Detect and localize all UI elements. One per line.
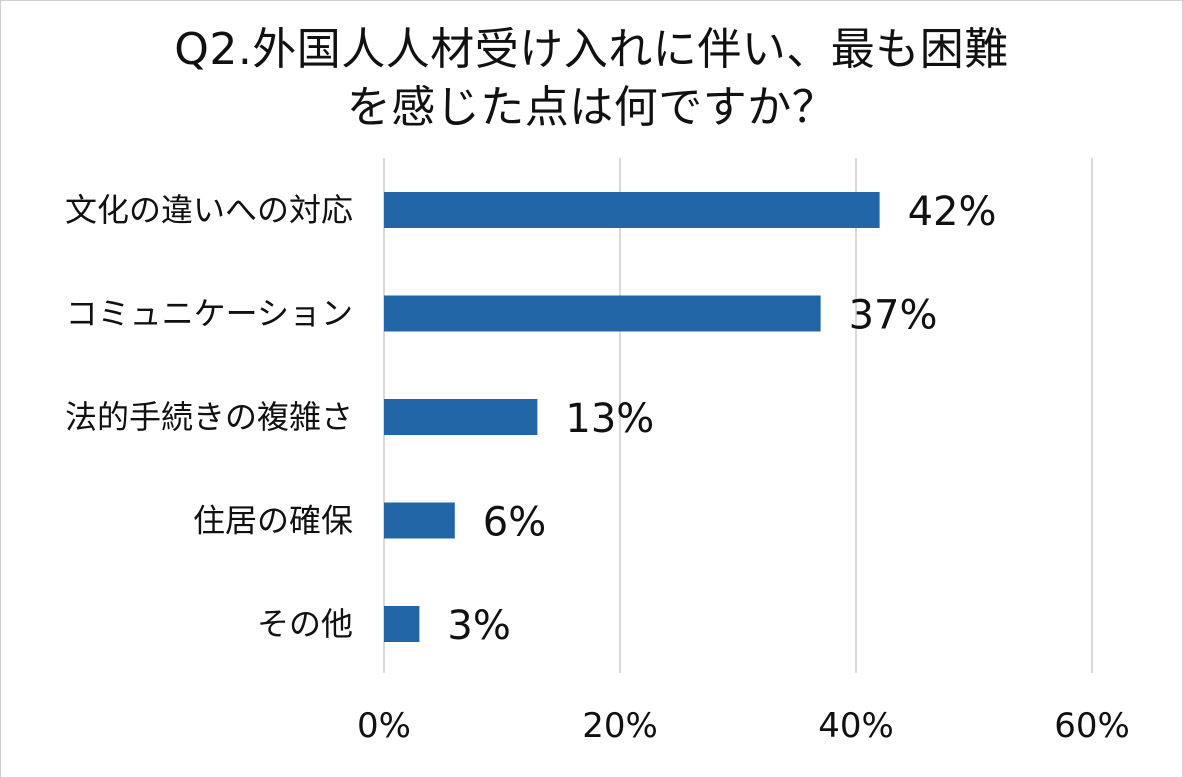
category-label-4: その他 bbox=[257, 605, 353, 643]
category-label-2: 法的手続きの複雑さ bbox=[65, 398, 353, 436]
value-label-4: 3% bbox=[447, 603, 510, 649]
chart-title-line-1: Q2.外国人人材受け入れに伴い、最も困難 bbox=[174, 24, 1009, 75]
bar-2 bbox=[384, 399, 538, 435]
x-tick-label-2: 40% bbox=[818, 706, 894, 746]
bar-0 bbox=[384, 192, 880, 228]
category-label-1: コミュニケーション bbox=[66, 295, 353, 333]
bar-3 bbox=[384, 502, 455, 539]
value-label-1: 37% bbox=[849, 293, 938, 339]
chart-title-line-2: を感じた点は何ですか？ bbox=[346, 82, 837, 133]
x-tick-label-0: 0% bbox=[357, 706, 411, 746]
value-label-3: 6% bbox=[483, 500, 546, 546]
chart-title: Q2.外国人人材受け入れに伴い、最も困難 を感じた点は何ですか？ bbox=[1, 21, 1182, 137]
x-tick-label-3: 60% bbox=[1054, 706, 1130, 746]
category-label-0: 文化の違いへの対応 bbox=[65, 191, 353, 229]
x-tick-label-1: 20% bbox=[582, 706, 658, 746]
value-label-2: 13% bbox=[565, 396, 654, 442]
category-label-3: 住居の確保 bbox=[193, 502, 353, 540]
value-label-0: 42% bbox=[908, 189, 997, 235]
bar-4 bbox=[384, 606, 420, 642]
bar-1 bbox=[384, 295, 821, 332]
